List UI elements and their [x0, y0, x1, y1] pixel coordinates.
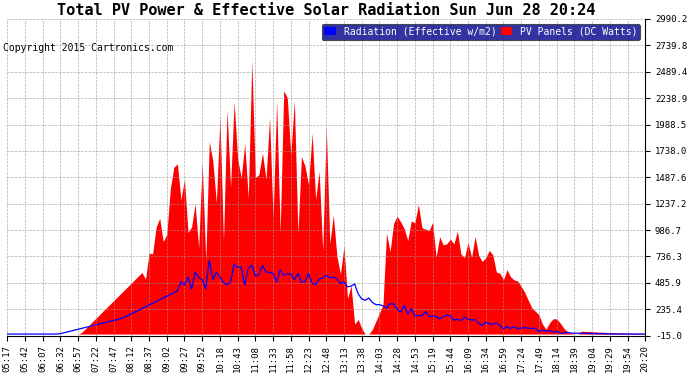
Text: Copyright 2015 Cartronics.com: Copyright 2015 Cartronics.com — [3, 43, 174, 52]
Title: Total PV Power & Effective Solar Radiation Sun Jun 28 20:24: Total PV Power & Effective Solar Radiati… — [57, 3, 595, 18]
Legend: Radiation (Effective w/m2), PV Panels (DC Watts): Radiation (Effective w/m2), PV Panels (D… — [322, 24, 640, 40]
